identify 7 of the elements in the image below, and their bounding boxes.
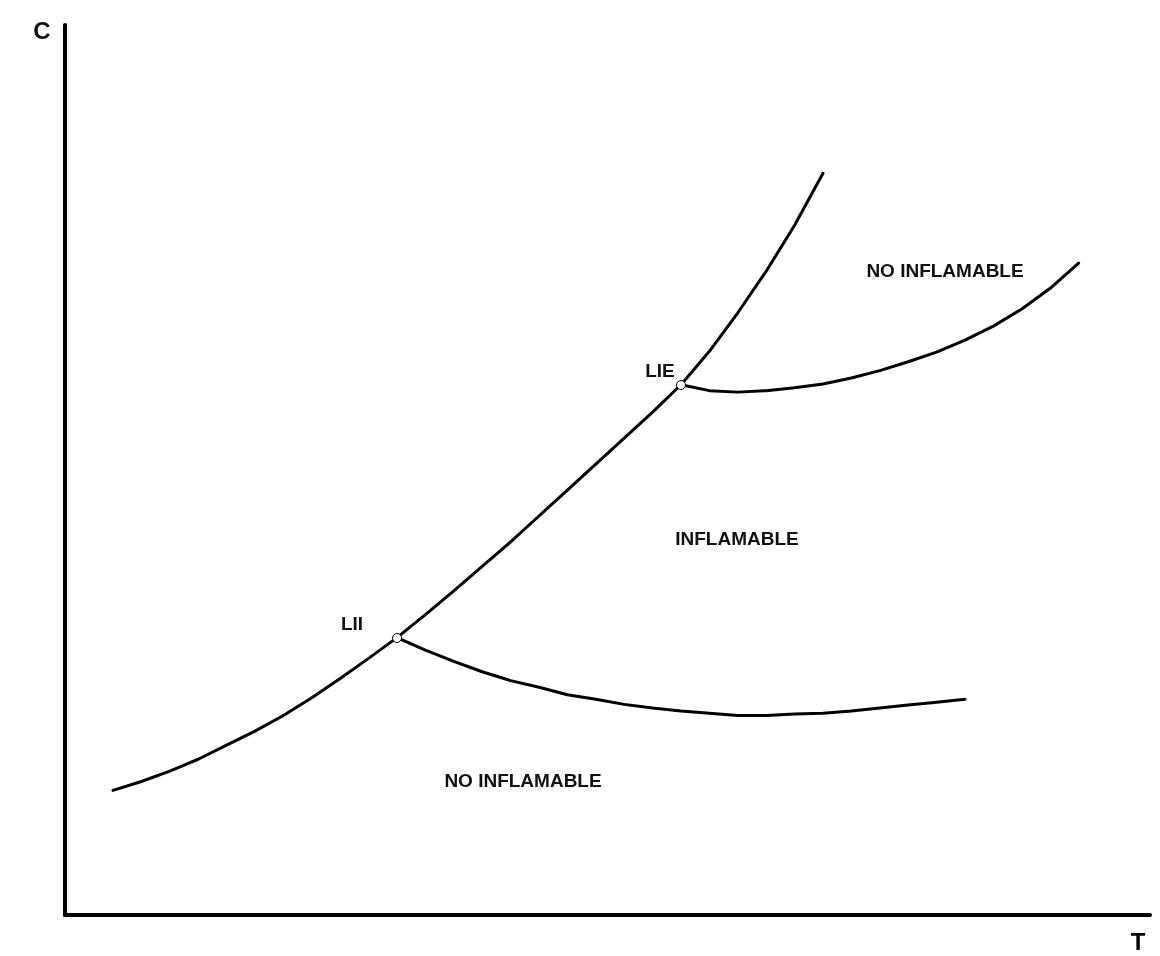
annotation: NO INFLAMABLE (866, 259, 1024, 281)
annotation: LIE (645, 359, 675, 381)
x-axis-title: T (1130, 927, 1146, 955)
annotation: INFLAMABLE (675, 527, 799, 549)
annotation: LII (340, 612, 364, 634)
annotation: NO INFLAMABLE (444, 769, 602, 791)
text: C (33, 16, 51, 44)
